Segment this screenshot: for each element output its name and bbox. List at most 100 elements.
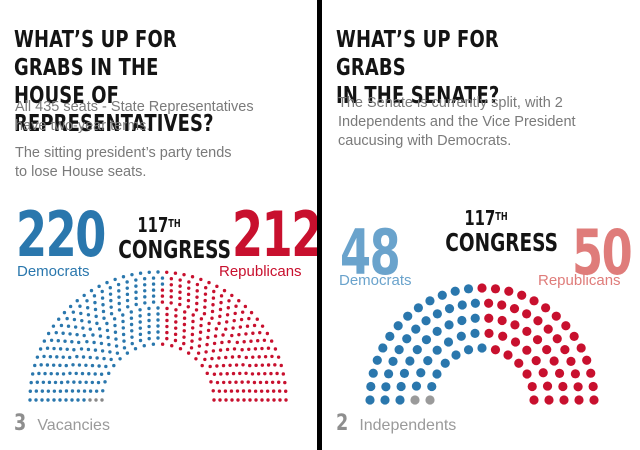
- senate-seat-democrat: [444, 304, 455, 314]
- senate-panel: WHAT’S UP FOR GRABS IN THE SENATE? The S…: [322, 0, 640, 450]
- house-seat-democrat: [58, 347, 63, 351]
- senate-seat-republican: [560, 345, 570, 355]
- house-seat-republican: [169, 295, 173, 299]
- house-seat-republican: [252, 380, 257, 385]
- house-seat-democrat: [105, 328, 110, 333]
- senate-seat-republican: [477, 283, 487, 293]
- house-seat-democrat: [76, 389, 81, 393]
- senate-seat-republican: [559, 395, 569, 405]
- senate-seat-republican: [586, 368, 596, 378]
- senate-seat-democrat: [403, 311, 413, 321]
- house-seat-democrat: [73, 325, 78, 329]
- house-seat-republican: [232, 347, 237, 351]
- house-seat-republican: [224, 327, 228, 331]
- senate-seat-democrat: [470, 328, 480, 338]
- senate-seat-democrat: [416, 368, 426, 378]
- house-seat-republican: [211, 296, 216, 300]
- house-seat-democrat: [100, 349, 105, 353]
- house-seat-republican: [196, 351, 201, 355]
- senate-seat-republican: [490, 345, 501, 355]
- house-seat-democrat: [97, 284, 101, 289]
- house-seat-republican: [207, 280, 211, 285]
- house-seat-republican: [208, 364, 212, 369]
- house-seat-democrat: [61, 331, 65, 335]
- house-seat-democrat: [143, 301, 147, 305]
- house-seat-democrat: [52, 346, 56, 351]
- house-seat-republican: [258, 380, 263, 385]
- house-seat-democrat: [93, 307, 98, 312]
- house-seat-democrat: [52, 389, 57, 393]
- house-seat-republican: [249, 339, 253, 343]
- house-seat-republican: [187, 280, 191, 284]
- house-seat-republican: [209, 380, 213, 384]
- house-seat-republican: [221, 333, 225, 337]
- house-seat-democrat: [147, 270, 151, 274]
- house-seat-democrat: [48, 354, 53, 359]
- house-seat-democrat: [68, 371, 72, 375]
- house-seat-republican: [265, 389, 270, 393]
- house-seat-democrat: [45, 363, 50, 367]
- house-seat-republican: [198, 330, 203, 334]
- house-seat-republican: [278, 398, 282, 402]
- senate-seat-democrat: [444, 320, 454, 330]
- house-seat-republican: [210, 309, 215, 314]
- house-seat-republican: [207, 321, 211, 326]
- house-seat-democrat: [109, 298, 113, 303]
- house-seat-democrat: [98, 334, 103, 338]
- house-seat-democrat: [129, 316, 134, 320]
- house-seat-republican: [244, 332, 248, 336]
- house-seat-democrat: [51, 363, 56, 367]
- house-seat-republican: [277, 389, 282, 393]
- house-seat-republican: [174, 314, 178, 318]
- house-seat-republican: [237, 332, 241, 337]
- senate-title-line-1: WHAT’S UP FOR GRABS: [336, 27, 499, 81]
- senate-seat-democrat: [440, 358, 450, 368]
- house-seat-democrat: [101, 309, 106, 314]
- house-seat-republican: [230, 355, 235, 359]
- house-seat-republican: [215, 284, 219, 289]
- senate-seat-democrat: [463, 345, 474, 355]
- house-seat-republican: [228, 380, 232, 384]
- house-seat-democrat: [130, 272, 134, 277]
- house-seat-democrat: [39, 363, 43, 367]
- house-seat-republican: [219, 300, 223, 305]
- house-seat-republican: [178, 296, 182, 301]
- house-seat-democrat: [121, 332, 126, 337]
- house-description-2: The sitting president’s party tends to l…: [15, 144, 232, 182]
- house-seat-democrat: [70, 340, 74, 344]
- senate-seat-democrat: [365, 395, 375, 405]
- house-seat-republican: [251, 355, 255, 359]
- house-seat-republican: [275, 371, 279, 376]
- house-seat-democrat: [92, 294, 97, 298]
- house-seat-democrat: [89, 288, 94, 293]
- house-seat-democrat: [64, 363, 68, 368]
- house-congress-number: 117: [137, 213, 169, 237]
- house-seat-republican: [195, 289, 199, 293]
- house-description-1: All 435 seats - State Representatives ha…: [15, 98, 254, 136]
- senate-seat-independent: [410, 395, 420, 405]
- senate-seat-republican: [554, 368, 565, 378]
- house-seat-democrat: [117, 308, 122, 312]
- house-seat-democrat: [121, 313, 125, 317]
- senate-footer: 2 Independents: [336, 412, 456, 438]
- house-seat-democrat: [55, 355, 59, 359]
- house-seat-republican: [263, 354, 268, 359]
- house-seat-republican: [258, 330, 262, 335]
- house-seat-republican: [217, 356, 221, 360]
- house-seat-democrat: [121, 275, 126, 279]
- house-seat-republican: [178, 302, 182, 307]
- house-seat-republican: [233, 311, 237, 316]
- senate-seat-democrat: [381, 382, 391, 392]
- house-seat-republican: [260, 398, 264, 402]
- senate-seat-democrat: [378, 343, 388, 353]
- house-seat-democrat: [84, 380, 88, 384]
- senate-seat-democrat: [402, 334, 412, 344]
- senate-democrat-label: Democrats: [339, 272, 412, 289]
- house-seat-republican: [262, 338, 267, 342]
- senate-congress-label: 117TH CONGRESS: [431, 207, 558, 256]
- house-seat-republican: [160, 294, 165, 298]
- house-seat-republican: [198, 337, 202, 341]
- house-seat-democrat: [88, 355, 92, 360]
- house-seat-republican: [165, 318, 169, 323]
- house-seat-democrat: [56, 339, 60, 343]
